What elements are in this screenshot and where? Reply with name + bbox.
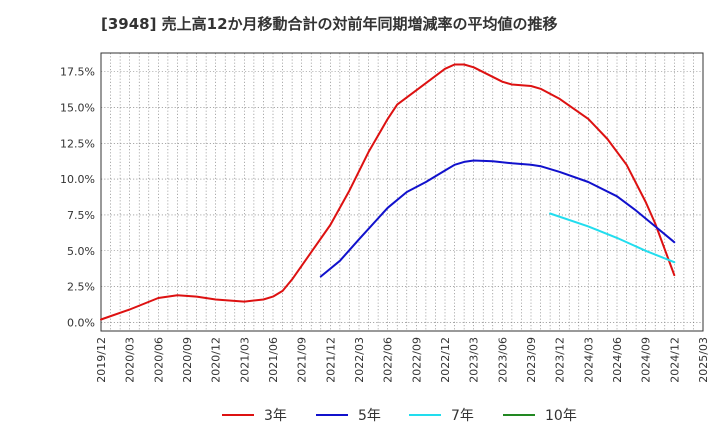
x-tick-label: 2024/09 (640, 337, 653, 383)
y-tick-label: 2.5% (67, 281, 95, 294)
x-tick-label: 2023/03 (468, 337, 481, 383)
x-tick-label: 2022/12 (439, 337, 452, 383)
x-tick-label: 2021/12 (324, 337, 337, 383)
x-tick-label: 2024/06 (611, 337, 624, 383)
x-tick-label: 2020/06 (152, 337, 165, 383)
x-tick-label: 2020/12 (210, 337, 223, 383)
x-tick-label: 2022/09 (410, 337, 423, 383)
chart-title: [3948] 売上高12か月移動合計の対前年同期増減率の平均値の推移 (101, 15, 558, 33)
x-tick-label: 2021/06 (267, 337, 280, 383)
x-tick-label: 2023/06 (496, 337, 509, 383)
x-tick-label: 2025/03 (697, 337, 710, 383)
x-tick-label: 2023/12 (554, 337, 567, 383)
series-line-7年 (549, 212, 676, 264)
y-tick-label: 10.0% (60, 173, 95, 186)
x-axis-tick-labels: 2019/12 2020/03 2020/06 2020/09 2020/12 2021/… (95, 337, 710, 383)
legend-label: 10年 (545, 408, 577, 424)
legend: 3年 5年 7年 10年 (222, 408, 577, 424)
x-tick-label: 2019/12 (95, 337, 108, 383)
y-tick-label: 7.5% (67, 209, 95, 222)
x-tick-label: 2022/06 (382, 337, 395, 383)
x-tick-label: 2024/12 (668, 337, 681, 383)
horizontal-gridlines (101, 71, 703, 323)
y-tick-label: 15.0% (60, 101, 95, 114)
x-tick-label: 2024/03 (582, 337, 595, 383)
x-tick-label: 2021/09 (296, 337, 309, 383)
y-axis-tick-labels: 0.0% 2.5% 5.0% 7.5% 10.0% 12.5% 15.0% 17.5% (60, 66, 95, 330)
x-tick-label: 2020/03 (124, 337, 137, 383)
y-tick-label: 0.0% (67, 316, 95, 329)
plot-area (101, 53, 703, 331)
y-tick-label: 12.5% (60, 137, 95, 150)
legend-label: 7年 (451, 408, 474, 424)
x-tick-label: 2022/03 (353, 337, 366, 383)
x-tick-label: 2023/09 (525, 337, 538, 383)
series-line-5年 (319, 159, 676, 278)
legend-label: 3年 (264, 408, 287, 424)
y-tick-label: 17.5% (60, 66, 95, 79)
x-tick-label: 2021/03 (238, 337, 251, 383)
x-tick-label: 2020/09 (181, 337, 194, 383)
plot-frame (100, 52, 704, 332)
legend-label: 5年 (358, 408, 381, 424)
series-lines (100, 63, 676, 321)
y-tick-label: 5.0% (67, 245, 95, 258)
series-line-3年 (100, 63, 676, 321)
